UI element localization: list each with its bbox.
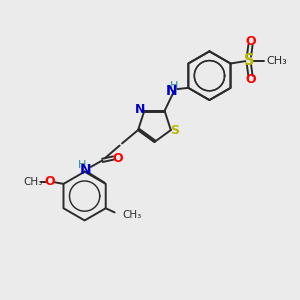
Text: H: H xyxy=(170,81,178,91)
Text: CH₃: CH₃ xyxy=(122,210,142,220)
Text: O: O xyxy=(112,152,123,164)
Text: S: S xyxy=(170,124,179,136)
Text: N: N xyxy=(166,84,178,98)
Text: O: O xyxy=(245,35,256,48)
Text: S: S xyxy=(244,53,254,68)
Text: N: N xyxy=(135,103,146,116)
Text: CH₃: CH₃ xyxy=(266,56,287,65)
Text: O: O xyxy=(45,175,56,188)
Text: H: H xyxy=(77,160,86,170)
Text: CH₃: CH₃ xyxy=(23,176,43,187)
Text: O: O xyxy=(245,73,256,86)
Text: N: N xyxy=(80,163,92,177)
